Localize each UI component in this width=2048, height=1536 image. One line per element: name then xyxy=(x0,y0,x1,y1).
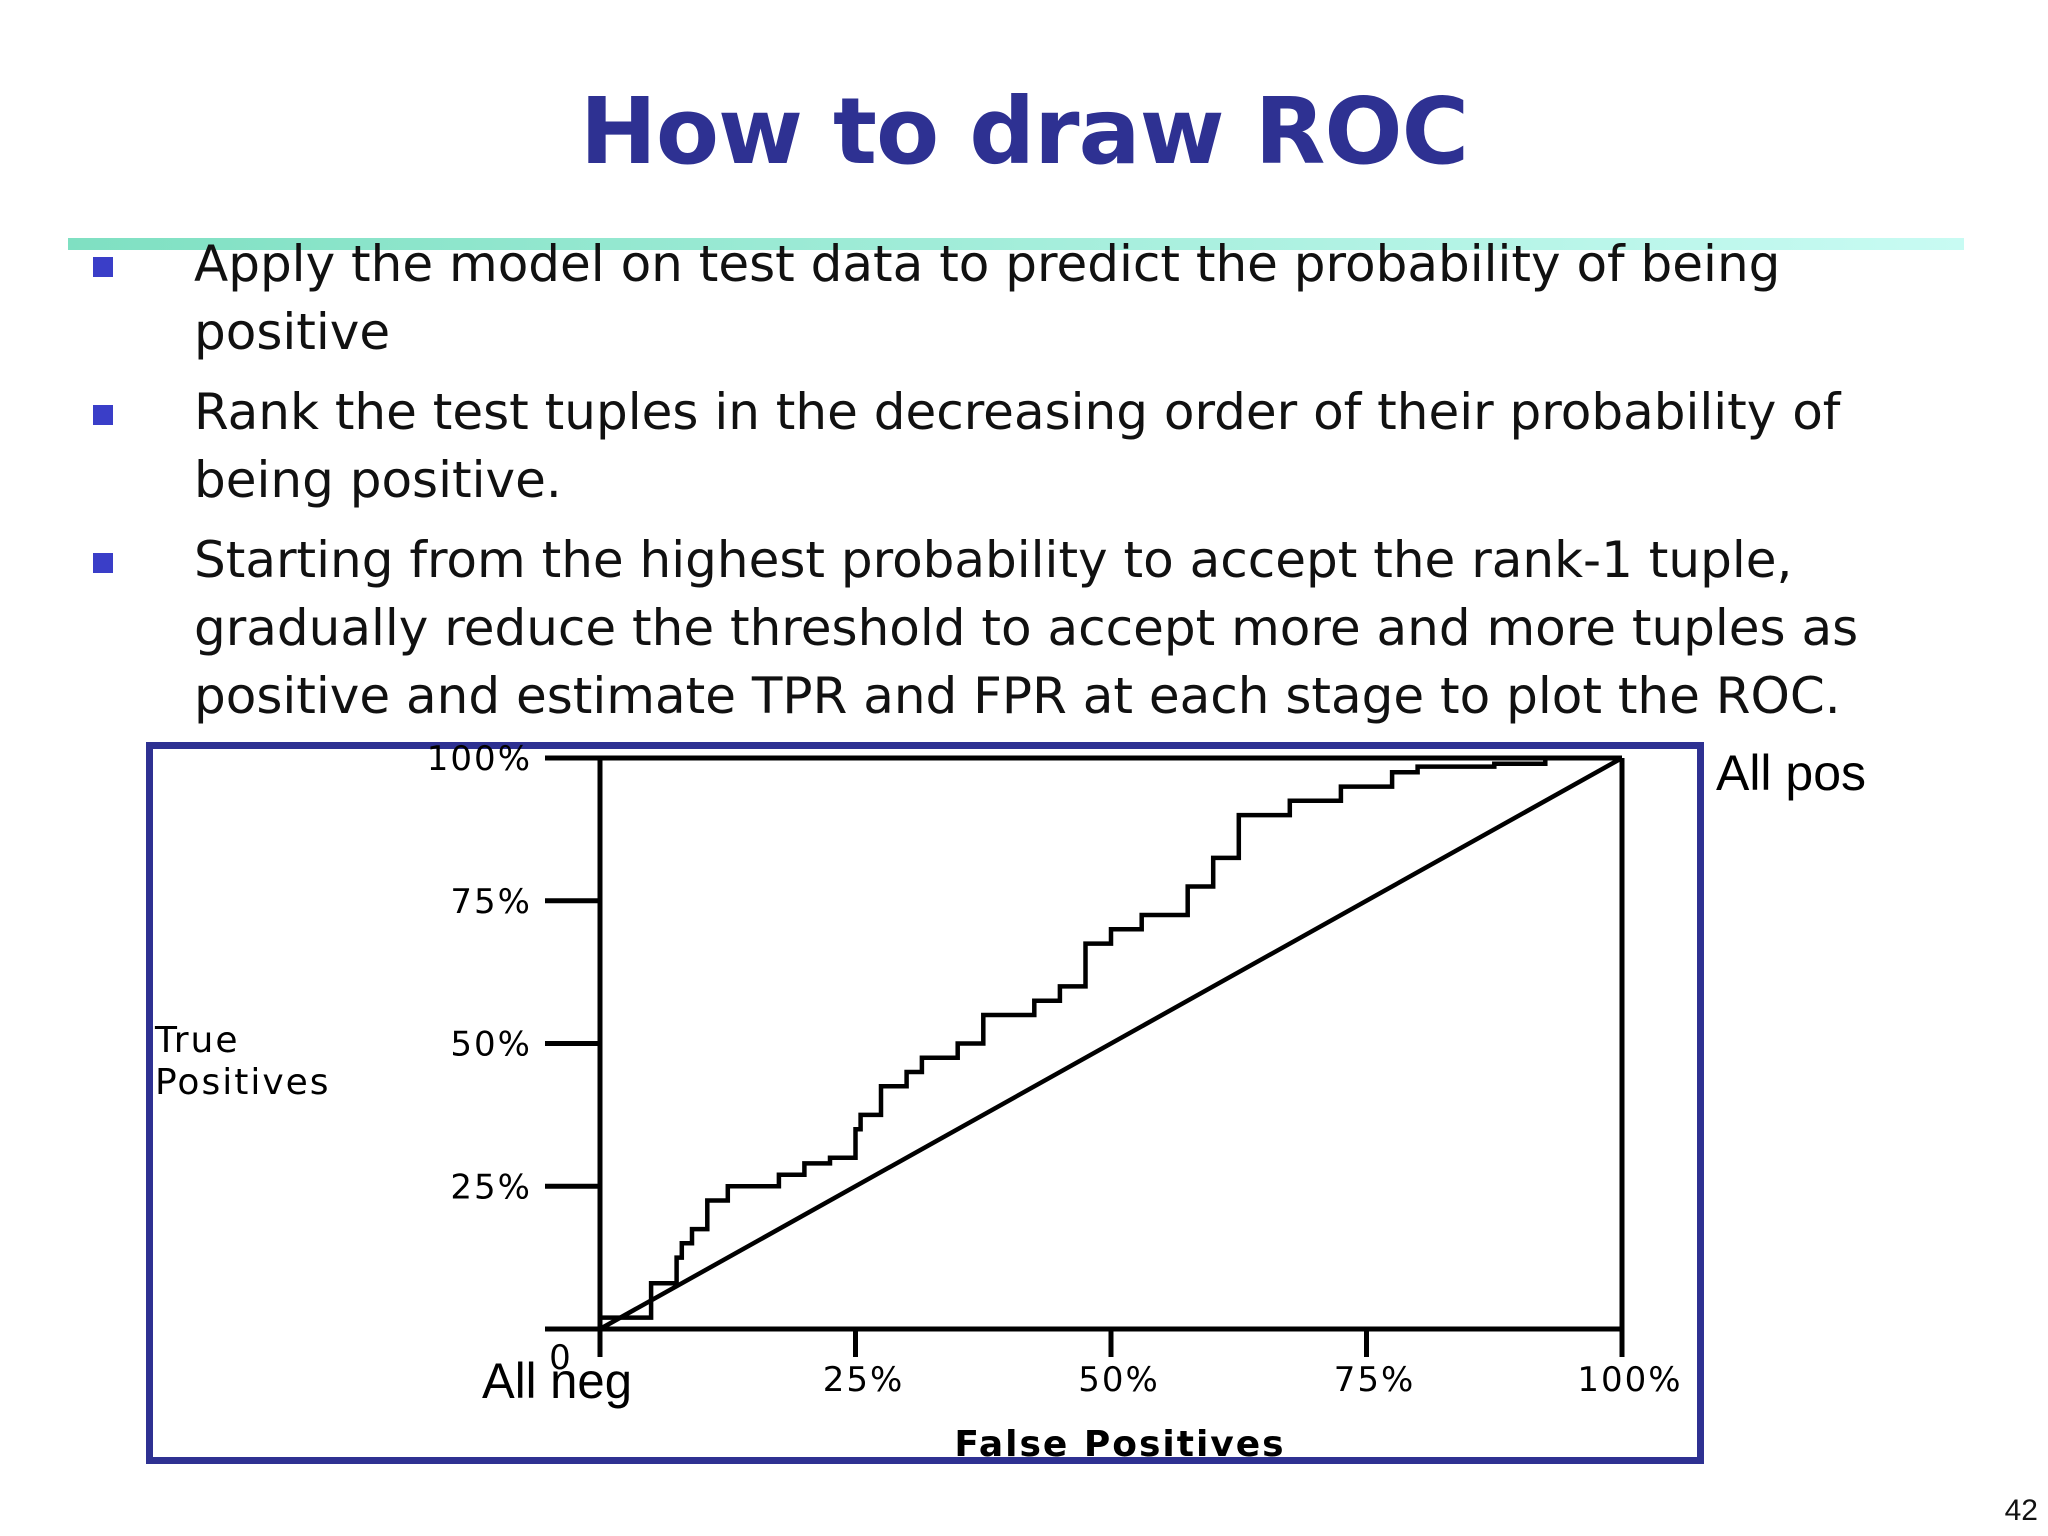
x-axis-label: False Positives xyxy=(954,1424,1285,1465)
y-tick-label: 100% xyxy=(427,739,532,779)
bullet-text: Apply the model on test data to predict … xyxy=(194,235,1781,361)
y-tick-label: 50% xyxy=(450,1025,532,1065)
x-tick-label: 50% xyxy=(1078,1360,1160,1400)
slide-title: How to draw ROC xyxy=(579,78,1469,185)
x-tick-label: 75% xyxy=(1334,1360,1416,1400)
square-bullet-icon xyxy=(93,405,113,425)
page-number: 42 xyxy=(2004,1494,2038,1527)
x-tick-label: 25% xyxy=(823,1360,905,1400)
x-tick-label: 100% xyxy=(1577,1360,1682,1400)
chart-series xyxy=(598,755,1624,1331)
y-axis-label: True xyxy=(154,1020,239,1061)
square-bullet-icon xyxy=(93,257,113,277)
chart-ticks: 25% 50% 75% 100% 0 25% 50% 75% 100% xyxy=(427,739,1682,1400)
bullet-item: Starting from the highest probability to… xyxy=(0,526,1914,730)
y-tick-label: 75% xyxy=(450,882,532,922)
bullet-text: Rank the test tuples in the decreasing o… xyxy=(194,383,1841,509)
square-bullet-icon xyxy=(93,553,113,573)
title-divider xyxy=(68,238,1964,250)
roc-step-curve xyxy=(600,755,1622,1320)
y-axis-label: Positives xyxy=(155,1062,331,1103)
bullet-list: Apply the model on test data to predict … xyxy=(0,230,2048,742)
x-tick-label: 0 xyxy=(549,1338,571,1378)
roc-plot-frame xyxy=(146,742,1704,1464)
bullet-item: Apply the model on test data to predict … xyxy=(0,230,1914,366)
random-guess-diagonal xyxy=(598,756,1624,1331)
bullet-item: Rank the test tuples in the decreasing o… xyxy=(0,378,1914,514)
annotation-all-pos: All pos xyxy=(1716,745,1866,801)
bullet-text: Starting from the highest probability to… xyxy=(194,531,1859,725)
annotation-all-neg: All neg xyxy=(482,1353,632,1409)
y-tick-label: 25% xyxy=(450,1167,532,1207)
